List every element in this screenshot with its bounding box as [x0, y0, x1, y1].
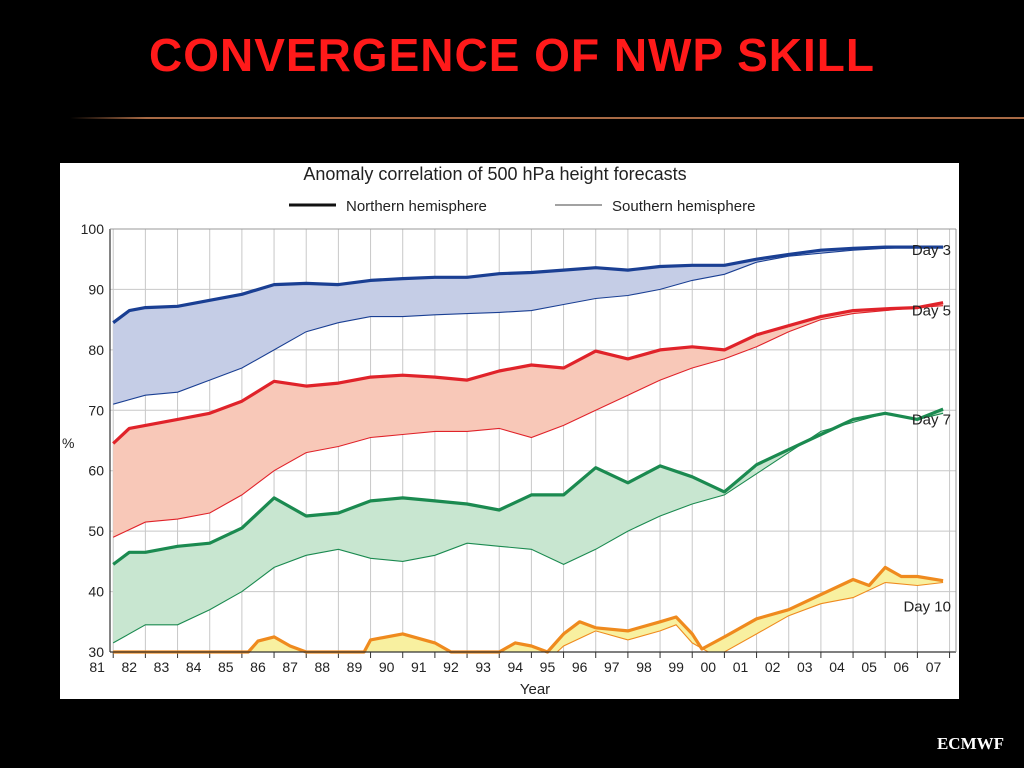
series-label-day-3: Day 3: [912, 242, 951, 259]
title-divider: [70, 117, 1024, 119]
legend-label-southern: Southern hemisphere: [612, 198, 755, 215]
y-tick-label-100: 100: [81, 221, 105, 237]
fill-day-7: [113, 409, 944, 643]
chart-legend: Northern hemisphere Southern hemisphere: [289, 198, 755, 215]
x-tick-label-81: 81: [89, 659, 105, 675]
x-tick-label-07: 07: [926, 659, 942, 675]
y-tick-label-40: 40: [88, 584, 104, 600]
line-northern-day-7: [112, 407, 944, 566]
x-tick-label-90: 90: [379, 659, 395, 675]
line-southern-day-3: [113, 246, 944, 405]
x-tick-label-84: 84: [186, 659, 202, 675]
chart-title: Anomaly correlation of 500 hPa height fo…: [303, 164, 686, 184]
y-tick-label-60: 60: [88, 463, 104, 479]
x-tick-label-01: 01: [733, 659, 749, 675]
line-northern-day-5: [112, 301, 944, 445]
chart-figure: Anomaly correlation of 500 hPa height fo…: [60, 163, 959, 699]
footer-credit: ECMWF: [936, 734, 1004, 753]
x-tick-label-03: 03: [797, 659, 813, 675]
line-southern-day-5: [112, 305, 944, 538]
x-axis-title: Year: [520, 681, 550, 698]
x-tick-label-85: 85: [218, 659, 234, 675]
x-tick-label-00: 00: [701, 659, 717, 675]
x-tick-label-06: 06: [894, 659, 910, 675]
line-northern-day-3: [112, 245, 944, 324]
series-label-day-7: Day 7: [912, 411, 951, 428]
x-tick-label-99: 99: [668, 659, 684, 675]
slide-title: CONVERGENCE OF NWP SKILL: [149, 29, 875, 81]
series-label-day-5: Day 5: [912, 303, 951, 320]
x-tick-label-95: 95: [540, 659, 556, 675]
x-tick-label-04: 04: [829, 659, 845, 675]
x-tick-label-05: 05: [861, 659, 877, 675]
y-tick-label-80: 80: [88, 342, 104, 358]
y-tick-label-30: 30: [88, 644, 104, 660]
fill-day-3: [113, 247, 944, 405]
x-tick-label-92: 92: [443, 659, 459, 675]
y-tick-label-70: 70: [88, 402, 104, 418]
anomaly-correlation-chart: Anomaly correlation of 500 hPa height fo…: [62, 164, 957, 698]
x-tick-label-86: 86: [250, 659, 266, 675]
fill-day-5: [113, 302, 944, 538]
x-tick-label-87: 87: [282, 659, 298, 675]
x-tick-label-97: 97: [604, 659, 620, 675]
x-tick-label-93: 93: [475, 659, 491, 675]
x-tick-label-94: 94: [508, 659, 524, 675]
y-axis-title: %: [62, 435, 74, 451]
y-tick-label-90: 90: [88, 281, 104, 297]
legend-label-northern: Northern hemisphere: [346, 198, 487, 215]
x-tick-label-96: 96: [572, 659, 588, 675]
x-tick-label-83: 83: [154, 659, 170, 675]
x-tick-label-02: 02: [765, 659, 781, 675]
x-tick-label-91: 91: [411, 659, 427, 675]
x-tick-label-89: 89: [347, 659, 363, 675]
x-tick-label-98: 98: [636, 659, 652, 675]
y-tick-label-50: 50: [88, 523, 104, 539]
x-tick-label-82: 82: [122, 659, 138, 675]
x-tick-label-88: 88: [315, 659, 331, 675]
series-label-day-10: Day 10: [903, 599, 951, 616]
